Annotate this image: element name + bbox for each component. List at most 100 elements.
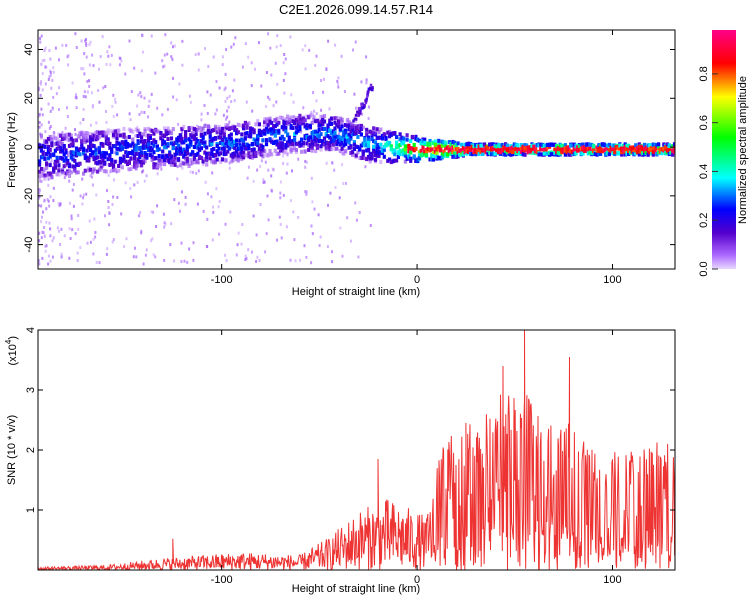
spectrogram-cell <box>81 202 84 206</box>
spectrogram-cell <box>213 124 218 129</box>
spectrogram-cell <box>166 107 169 111</box>
spectrogram-cell <box>111 164 116 169</box>
spectrogram-cell <box>272 104 275 108</box>
snr-x-axis-label: Height of straight line (km) <box>292 583 420 595</box>
spectrogram-cell <box>49 71 52 74</box>
spectrogram-cell <box>256 134 260 139</box>
spectrogram-cell <box>92 64 95 68</box>
spectrogram-cell <box>69 237 72 240</box>
spectrogram-cell <box>136 163 140 168</box>
spectrogram-cell <box>363 137 367 142</box>
spectrogram-cell <box>497 143 501 148</box>
spectrogram-cell <box>225 48 228 51</box>
spectrogram-cell <box>72 183 75 186</box>
spectrogram-cell <box>509 149 513 154</box>
spectrogram-cell <box>312 115 316 120</box>
spectrogram-cell <box>321 126 325 131</box>
spectrogram-cell <box>340 54 343 58</box>
spectrogram-cell <box>563 143 567 148</box>
spectrogram-cell <box>189 142 193 146</box>
spectrogram-cell <box>152 162 156 167</box>
spectrogram-cell <box>405 137 409 142</box>
spectrogram-cell <box>106 50 109 54</box>
spectrogram-cell <box>173 162 177 167</box>
spectrogram-cell <box>412 154 416 159</box>
spectrogram-cell <box>66 161 70 166</box>
spectrogram-cell <box>468 152 473 156</box>
spectrogram-cell <box>166 131 170 136</box>
spectrogram-cell <box>254 138 258 143</box>
spectrogram-cell <box>211 171 214 175</box>
spectrogram-cell <box>256 168 259 172</box>
spectrogram-cell <box>341 163 343 167</box>
spectrogram-cell <box>563 150 567 155</box>
spectrogram-cell <box>606 143 610 148</box>
spectrogram-cell <box>412 143 416 147</box>
spectrogram-cell <box>75 96 78 100</box>
spectrogram-cell <box>53 141 57 146</box>
spectrogram-cell <box>108 45 111 49</box>
spectrogram-cell <box>104 85 107 88</box>
spectrogram-cell <box>80 145 84 150</box>
spectrogram-cell <box>500 147 504 152</box>
spectrogram-cell <box>667 149 671 154</box>
spectrogram-cell <box>47 262 50 266</box>
spectrogram-cell <box>300 119 304 124</box>
spectrogram-cell <box>396 150 400 155</box>
spectrogram-cell <box>364 101 368 105</box>
spectrogram-cell <box>178 151 182 156</box>
colorbar-tick-label: 0.8 <box>698 66 710 81</box>
spectrogram-cell <box>421 152 425 157</box>
spectrogram-cell <box>289 123 293 128</box>
spectrogram-cell <box>206 151 210 156</box>
spectrogram-cell <box>180 260 183 263</box>
spectrogram-cell <box>159 131 163 135</box>
spectrogram-cell <box>588 150 592 155</box>
spectrogram-cell <box>249 155 253 160</box>
spectrogram-cell <box>124 145 128 150</box>
spectrogram-cell <box>43 173 47 178</box>
spectrogram-cell <box>198 147 202 152</box>
spectrogram-cell <box>463 150 467 155</box>
spectrogram-cell <box>252 179 255 183</box>
spectrogram-cell <box>104 214 106 218</box>
spectrogram-cell <box>89 135 93 140</box>
spectrogram-cell <box>38 174 42 179</box>
spectrogram-cell <box>69 133 73 138</box>
colorbar-label: Normalized spectral amplitude <box>737 76 749 224</box>
spectrogram-cell <box>83 90 86 94</box>
spectrogram-cell <box>48 147 52 152</box>
spectrogram-cell <box>90 143 94 148</box>
spectrogram-cell <box>414 158 418 163</box>
spectrogram-cell <box>391 131 395 136</box>
spectrogram-cell <box>372 149 376 154</box>
colorbar-tick-label: 0.6 <box>698 115 710 130</box>
spectrogram-cell <box>646 152 650 157</box>
spectrogram-cell <box>90 150 94 155</box>
spectrogram-cell <box>94 130 98 135</box>
spectrogram-cell <box>344 123 348 127</box>
spectrogram-cell <box>375 127 379 132</box>
spectrogram-cell <box>643 146 647 151</box>
spectrogram-cell <box>143 159 147 164</box>
spectrogram-cell <box>344 149 348 154</box>
spectrogram-cell <box>267 32 270 36</box>
spectrogram-cell <box>87 168 91 173</box>
spectrogram-cell <box>140 229 143 233</box>
spectrogram-cell <box>304 67 307 71</box>
spectrogram-cell <box>120 59 123 63</box>
spectrogram-cell <box>199 139 203 144</box>
spectrogram-cell <box>118 142 123 147</box>
spectrogram-cell <box>147 126 151 131</box>
spectrogram-cell <box>131 165 135 169</box>
spectrogram-cell <box>220 157 225 162</box>
spectrogram-cell <box>340 150 344 155</box>
chart-title: C2E1.2026.099.14.57.R14 <box>279 2 433 17</box>
spectrogram-cell <box>283 91 286 95</box>
spectrogram-cell <box>38 159 42 164</box>
spectrogram-cell <box>80 130 84 135</box>
spectrogram-cell <box>215 130 219 135</box>
spectrogram-cell <box>127 135 131 139</box>
spectrogram-cell <box>48 163 52 168</box>
spectrogram-cell <box>440 140 444 145</box>
